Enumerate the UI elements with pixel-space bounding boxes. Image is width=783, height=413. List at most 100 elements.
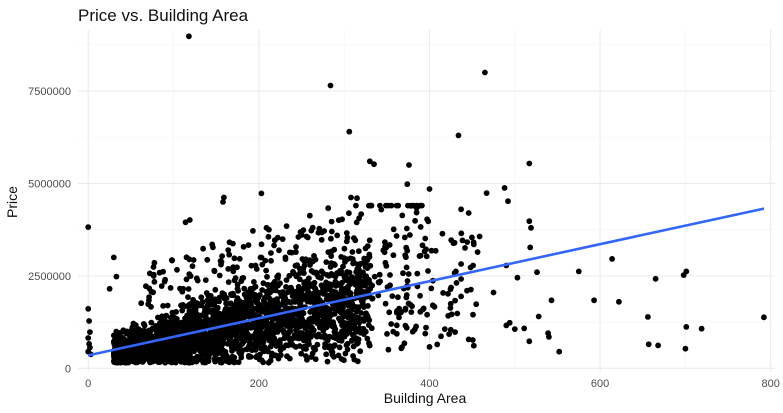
data-point: [339, 331, 345, 337]
data-point: [264, 273, 270, 280]
data-point: [355, 248, 362, 255]
data-point: [682, 345, 689, 352]
data-point: [458, 276, 464, 282]
data-point: [317, 319, 324, 326]
data-point: [366, 254, 373, 260]
data-point: [205, 353, 212, 360]
data-point: [261, 334, 268, 341]
data-point: [227, 300, 234, 307]
data-point: [287, 328, 294, 334]
data-point: [163, 312, 170, 319]
data-point: [332, 278, 339, 285]
data-point: [273, 299, 280, 305]
data-point: [470, 241, 477, 248]
data-point: [474, 249, 481, 256]
data-point: [575, 268, 582, 275]
data-point: [534, 269, 540, 276]
data-point: [388, 321, 395, 327]
data-point: [321, 228, 328, 234]
data-point: [287, 337, 293, 344]
data-point: [458, 206, 464, 213]
data-point: [423, 253, 430, 260]
x-tick-label: 400: [420, 378, 438, 390]
data-point: [346, 210, 352, 217]
data-point: [85, 305, 92, 312]
data-point: [268, 257, 274, 264]
data-point: [482, 69, 488, 76]
data-point: [346, 128, 353, 135]
data-point: [332, 283, 339, 289]
data-point: [271, 322, 278, 329]
data-point: [282, 256, 289, 262]
data-point: [174, 337, 180, 344]
data-point: [384, 284, 391, 290]
data-point: [168, 329, 175, 336]
data-point: [216, 272, 223, 279]
data-point: [349, 256, 356, 262]
data-point: [327, 343, 333, 349]
data-point: [476, 233, 483, 240]
data-point: [183, 276, 190, 283]
data-point: [191, 323, 197, 330]
x-axis-ticks: 0 200 400 600 800: [85, 378, 780, 390]
data-point: [311, 253, 317, 259]
data-point: [297, 229, 304, 235]
data-point: [297, 300, 304, 307]
data-point: [293, 244, 299, 250]
data-point: [325, 312, 332, 319]
data-point: [349, 249, 356, 255]
data-point: [453, 280, 460, 286]
data-point: [156, 269, 163, 276]
data-point: [348, 194, 354, 201]
data-point: [311, 298, 317, 305]
data-point: [318, 236, 325, 243]
data-point: [272, 287, 279, 294]
data-point: [505, 198, 511, 205]
data-point: [139, 355, 146, 362]
data-point: [390, 328, 397, 335]
data-point: [202, 306, 208, 312]
data-point: [363, 277, 369, 284]
data-point: [448, 237, 455, 244]
data-point: [193, 337, 200, 344]
data-point: [323, 259, 330, 265]
data-point: [366, 342, 373, 349]
data-point: [194, 302, 201, 309]
data-point: [314, 341, 321, 348]
data-point: [319, 288, 326, 295]
data-point: [323, 323, 330, 330]
data-point: [160, 303, 167, 309]
data-point: [247, 291, 254, 297]
data-point: [413, 323, 419, 330]
data-point: [235, 287, 242, 294]
data-point: [380, 247, 387, 254]
data-point: [357, 348, 364, 355]
data-point: [241, 312, 248, 318]
data-point: [376, 271, 383, 278]
data-point: [204, 256, 211, 263]
data-point: [323, 351, 330, 358]
data-point: [151, 259, 158, 266]
data-point: [761, 314, 767, 321]
data-point: [428, 285, 435, 292]
data-point: [434, 341, 441, 348]
data-point: [327, 293, 333, 300]
data-point: [464, 239, 471, 246]
data-point: [318, 268, 325, 275]
data-point: [609, 256, 615, 262]
data-point: [257, 254, 264, 261]
data-point: [110, 254, 117, 261]
data-point: [186, 271, 193, 277]
data-point: [354, 336, 361, 343]
data-point: [306, 257, 313, 263]
data-point: [360, 269, 366, 276]
data-point: [340, 293, 346, 300]
data-point: [236, 349, 243, 356]
data-point: [232, 275, 239, 281]
data-point: [350, 343, 357, 350]
data-point: [304, 298, 311, 305]
data-point: [177, 356, 184, 363]
data-point: [296, 276, 303, 283]
data-point: [527, 244, 534, 251]
data-point: [236, 255, 243, 262]
